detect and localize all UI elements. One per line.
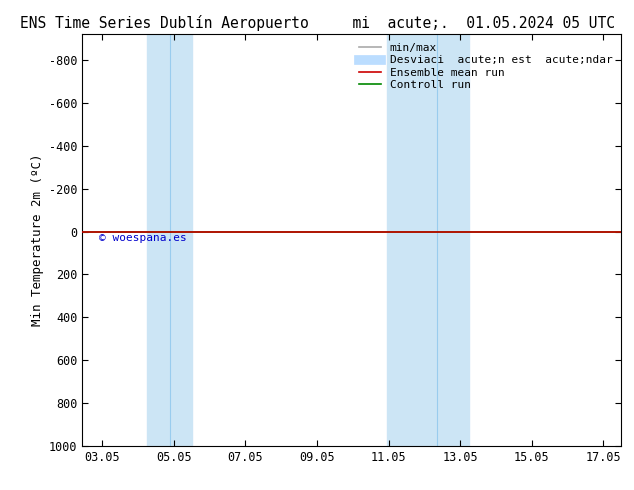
- Bar: [387, 34, 469, 446]
- Text: ENS Time Series Dublín Aeropuerto     mi  acute;.  01.05.2024 05 UTC: ENS Time Series Dublín Aeropuerto mi acu…: [20, 15, 614, 31]
- Bar: [147, 34, 191, 446]
- Text: © woespana.es: © woespana.es: [99, 233, 186, 243]
- Legend: min/max, Desviaci  acute;n est  acute;ndar, Ensemble mean run, Controll run: min/max, Desviaci acute;n est acute;ndar…: [355, 40, 616, 93]
- Y-axis label: Min Temperature 2m (ºC): Min Temperature 2m (ºC): [30, 154, 44, 326]
